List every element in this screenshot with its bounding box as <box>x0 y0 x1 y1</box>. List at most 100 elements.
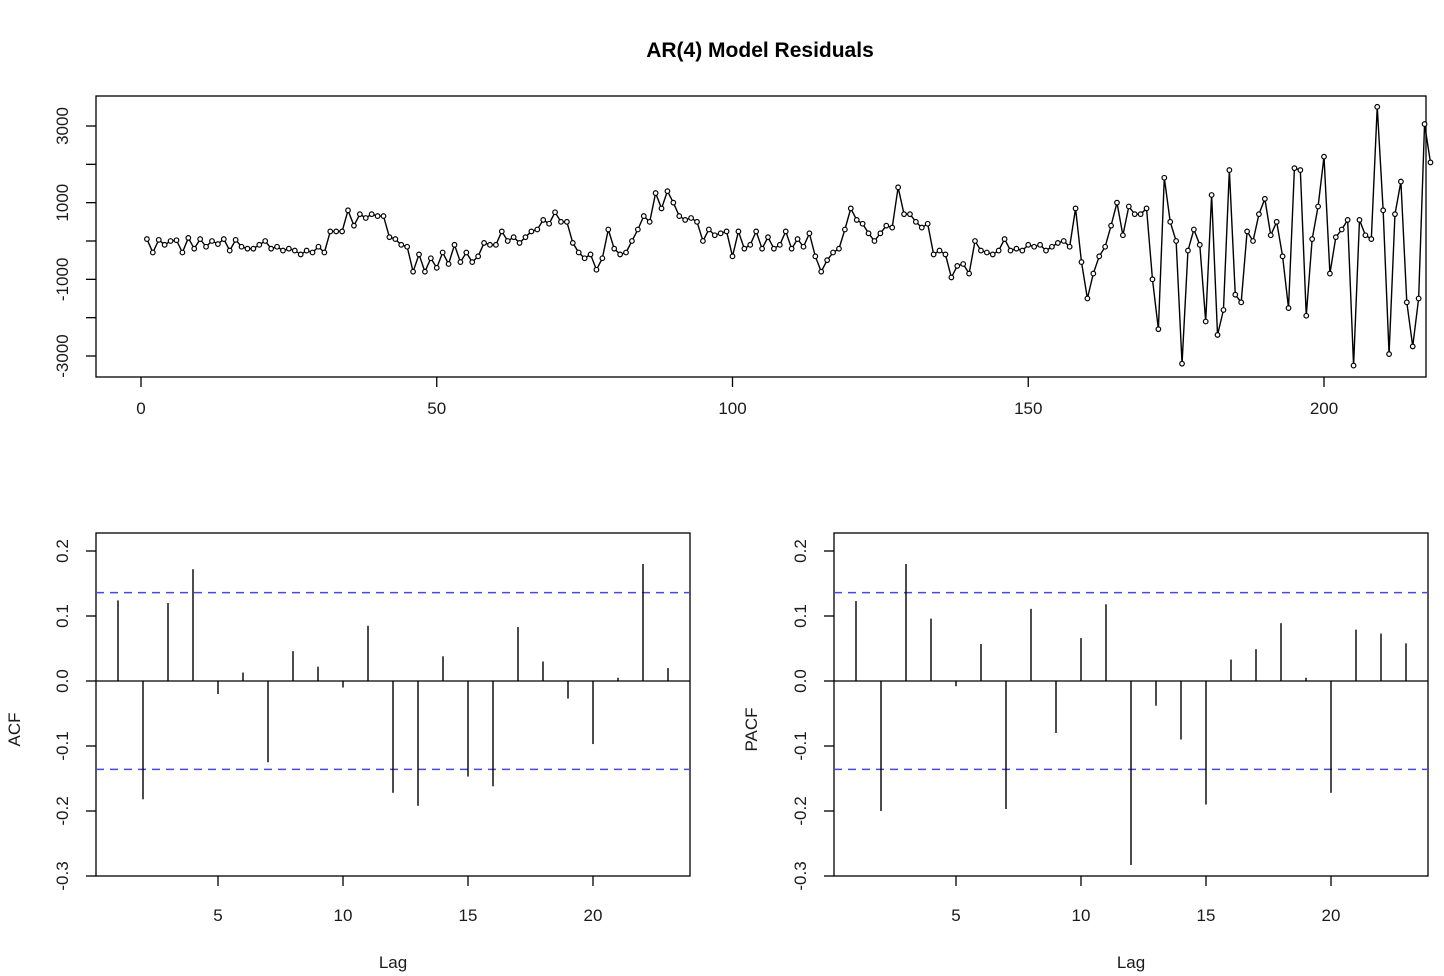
y-tick-label: 1000 <box>53 184 72 222</box>
data-point <box>995 247 1002 254</box>
data-point <box>1013 245 1020 252</box>
data-point <box>611 245 618 252</box>
data-point <box>374 213 381 219</box>
data-point <box>705 226 712 233</box>
data-point <box>605 226 612 233</box>
series-line <box>146 106 1432 366</box>
data-point <box>759 245 765 252</box>
data-point <box>800 243 807 250</box>
data-point <box>717 230 724 237</box>
data-point <box>948 274 955 281</box>
data-point <box>1007 247 1014 254</box>
data-point <box>191 245 198 252</box>
data-point <box>1114 199 1120 206</box>
data-point <box>1060 238 1067 244</box>
y-axis-label: ACF <box>5 713 24 747</box>
data-point <box>1374 103 1381 110</box>
data-point <box>676 213 683 219</box>
residual-plot: 0 50 100 150 200 -3000 -1000 1000 3000 <box>53 95 1434 418</box>
data-point <box>291 247 298 254</box>
data-point <box>439 249 446 256</box>
data-point <box>1202 318 1209 325</box>
x-tick-label: 200 <box>1310 399 1338 418</box>
x-tick-label: 150 <box>1014 399 1042 418</box>
data-point <box>818 268 825 275</box>
data-point <box>149 249 156 256</box>
data-point <box>427 255 434 262</box>
data-point <box>581 255 588 262</box>
data-point <box>782 228 789 235</box>
data-point <box>960 261 967 267</box>
data-point <box>1173 238 1180 244</box>
data-point <box>1362 232 1369 239</box>
data-point <box>1108 222 1114 229</box>
data-point <box>469 259 476 265</box>
data-point <box>493 241 499 248</box>
x-tick-label: 0 <box>136 399 145 418</box>
data-point <box>1149 276 1156 283</box>
data-point <box>587 251 594 258</box>
data-point <box>1066 243 1073 250</box>
data-point <box>404 243 411 250</box>
data-point <box>918 224 925 231</box>
data-point <box>853 217 860 223</box>
data-point <box>652 190 659 196</box>
data-point <box>664 188 671 195</box>
data-point <box>1392 211 1398 218</box>
data-point <box>966 270 972 277</box>
data-point <box>197 236 204 242</box>
data-point <box>1049 243 1055 250</box>
data-point <box>747 241 754 248</box>
data-point <box>546 220 553 227</box>
data-point <box>741 245 748 252</box>
y-tick-label: -0.1 <box>53 731 72 760</box>
data-point <box>339 228 346 235</box>
data-point <box>185 235 192 241</box>
data-point <box>1303 312 1310 319</box>
data-point <box>841 226 848 233</box>
data-point <box>1054 240 1061 246</box>
data-point <box>617 251 624 258</box>
data-point <box>463 249 470 256</box>
data-point <box>209 238 215 244</box>
data-point <box>351 222 357 229</box>
data-point <box>475 253 482 260</box>
x-axis-label: Lag <box>379 953 407 972</box>
data-point <box>924 220 931 227</box>
x-axis: 0 50 100 150 200 <box>136 377 1338 418</box>
data-point <box>481 240 487 246</box>
data-point <box>285 245 292 252</box>
data-point <box>179 249 186 256</box>
data-point <box>983 249 990 256</box>
x-tick-label: 20 <box>1322 906 1341 925</box>
data-point <box>836 245 842 252</box>
data-point <box>859 220 866 227</box>
pacf-plot: 5 10 15 20 Lag -0.3 -0.2 -0.1 0.0 0.1 0.2 PACF <box>742 532 1429 972</box>
x-tick-label: 20 <box>584 906 603 925</box>
data-point <box>309 249 316 256</box>
x-tick-label: 100 <box>718 399 746 418</box>
data-point <box>794 236 801 242</box>
data-point <box>1031 243 1038 250</box>
data-point <box>1125 203 1132 210</box>
series-points <box>144 103 1434 369</box>
data-point <box>1232 291 1239 298</box>
data-point <box>1220 307 1227 313</box>
data-point <box>1297 167 1304 173</box>
data-point <box>155 236 162 243</box>
y-tick-label: 0.0 <box>791 669 810 693</box>
data-point <box>682 217 689 223</box>
data-point <box>558 218 564 225</box>
y-tick-label: -0.3 <box>791 861 810 890</box>
data-point <box>623 249 629 256</box>
y-tick-label: 0.1 <box>53 604 72 628</box>
data-point <box>989 251 996 258</box>
y-tick-label: -0.3 <box>53 861 72 890</box>
data-point <box>912 218 919 225</box>
data-point <box>1397 178 1404 185</box>
y-axis: -0.3 -0.2 -0.1 0.0 0.1 0.2 <box>791 539 834 891</box>
x-axis: 5 10 15 20 <box>951 876 1340 925</box>
data-point <box>1244 228 1251 235</box>
data-point <box>250 245 257 252</box>
data-point <box>599 255 606 262</box>
